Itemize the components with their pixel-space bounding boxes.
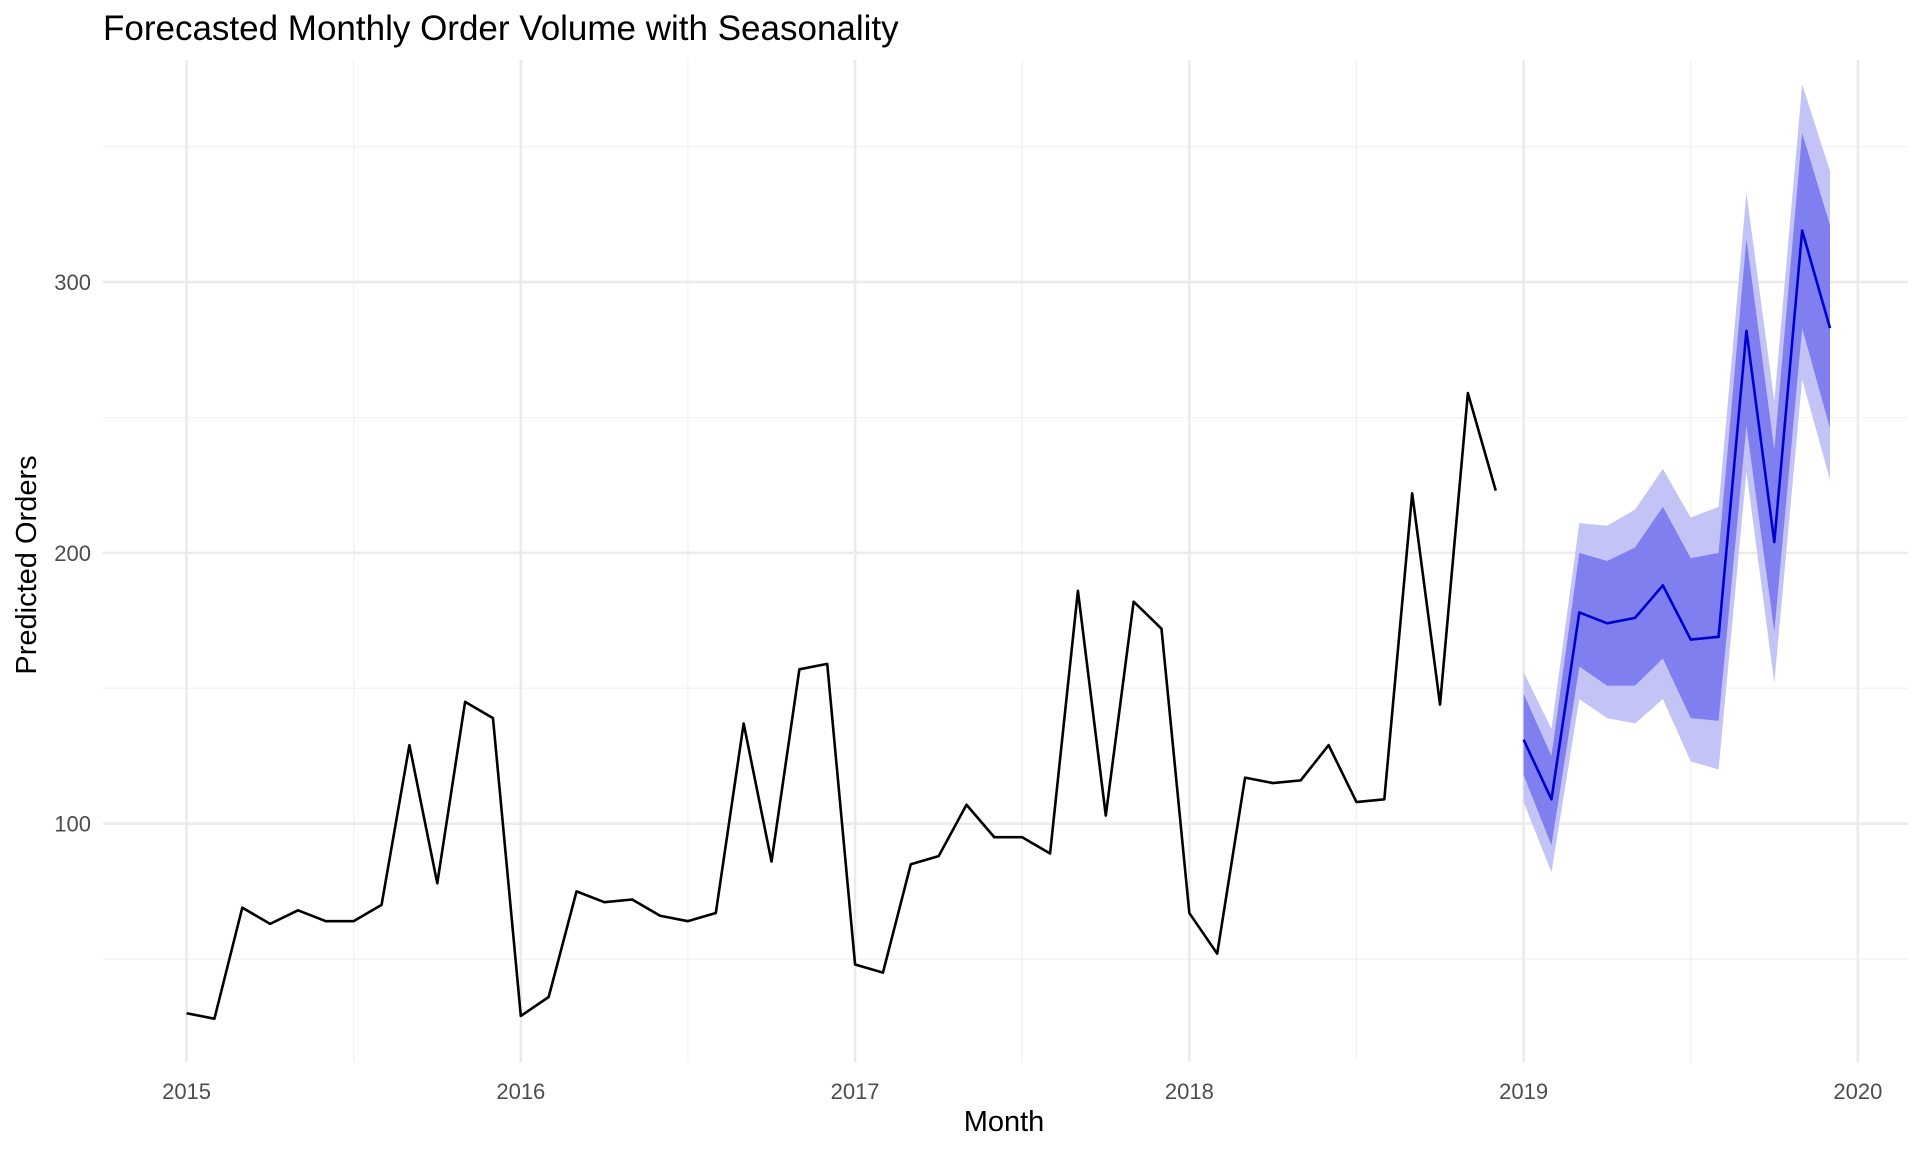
x-tick-label: 2018 bbox=[1165, 1079, 1214, 1104]
x-tick-label: 2015 bbox=[162, 1079, 211, 1104]
x-axis-title: Month bbox=[964, 1106, 1045, 1138]
history-line bbox=[186, 391, 1497, 1020]
y-tick-label: 100 bbox=[54, 812, 91, 837]
forecast-80-band bbox=[1523, 133, 1831, 846]
x-tick-label: 2017 bbox=[831, 1079, 880, 1104]
y-axis-tick-labels: 100 200 300 bbox=[54, 270, 91, 837]
series-lines bbox=[186, 229, 1832, 1020]
forecast-80-interval bbox=[1523, 133, 1831, 846]
x-tick-label: 2016 bbox=[496, 1079, 545, 1104]
y-tick-label: 300 bbox=[54, 270, 91, 295]
x-axis-tick-labels: 2015 2016 2017 2018 2019 2020 bbox=[162, 1079, 1882, 1104]
y-tick-label: 200 bbox=[54, 541, 91, 566]
forecast-line bbox=[1522, 229, 1832, 801]
x-tick-label: 2019 bbox=[1499, 1079, 1548, 1104]
chart-title: Forecasted Monthly Order Volume with Sea… bbox=[103, 9, 899, 48]
y-axis-title: Predicted Orders bbox=[11, 455, 43, 674]
x-tick-label: 2020 bbox=[1833, 1079, 1882, 1104]
